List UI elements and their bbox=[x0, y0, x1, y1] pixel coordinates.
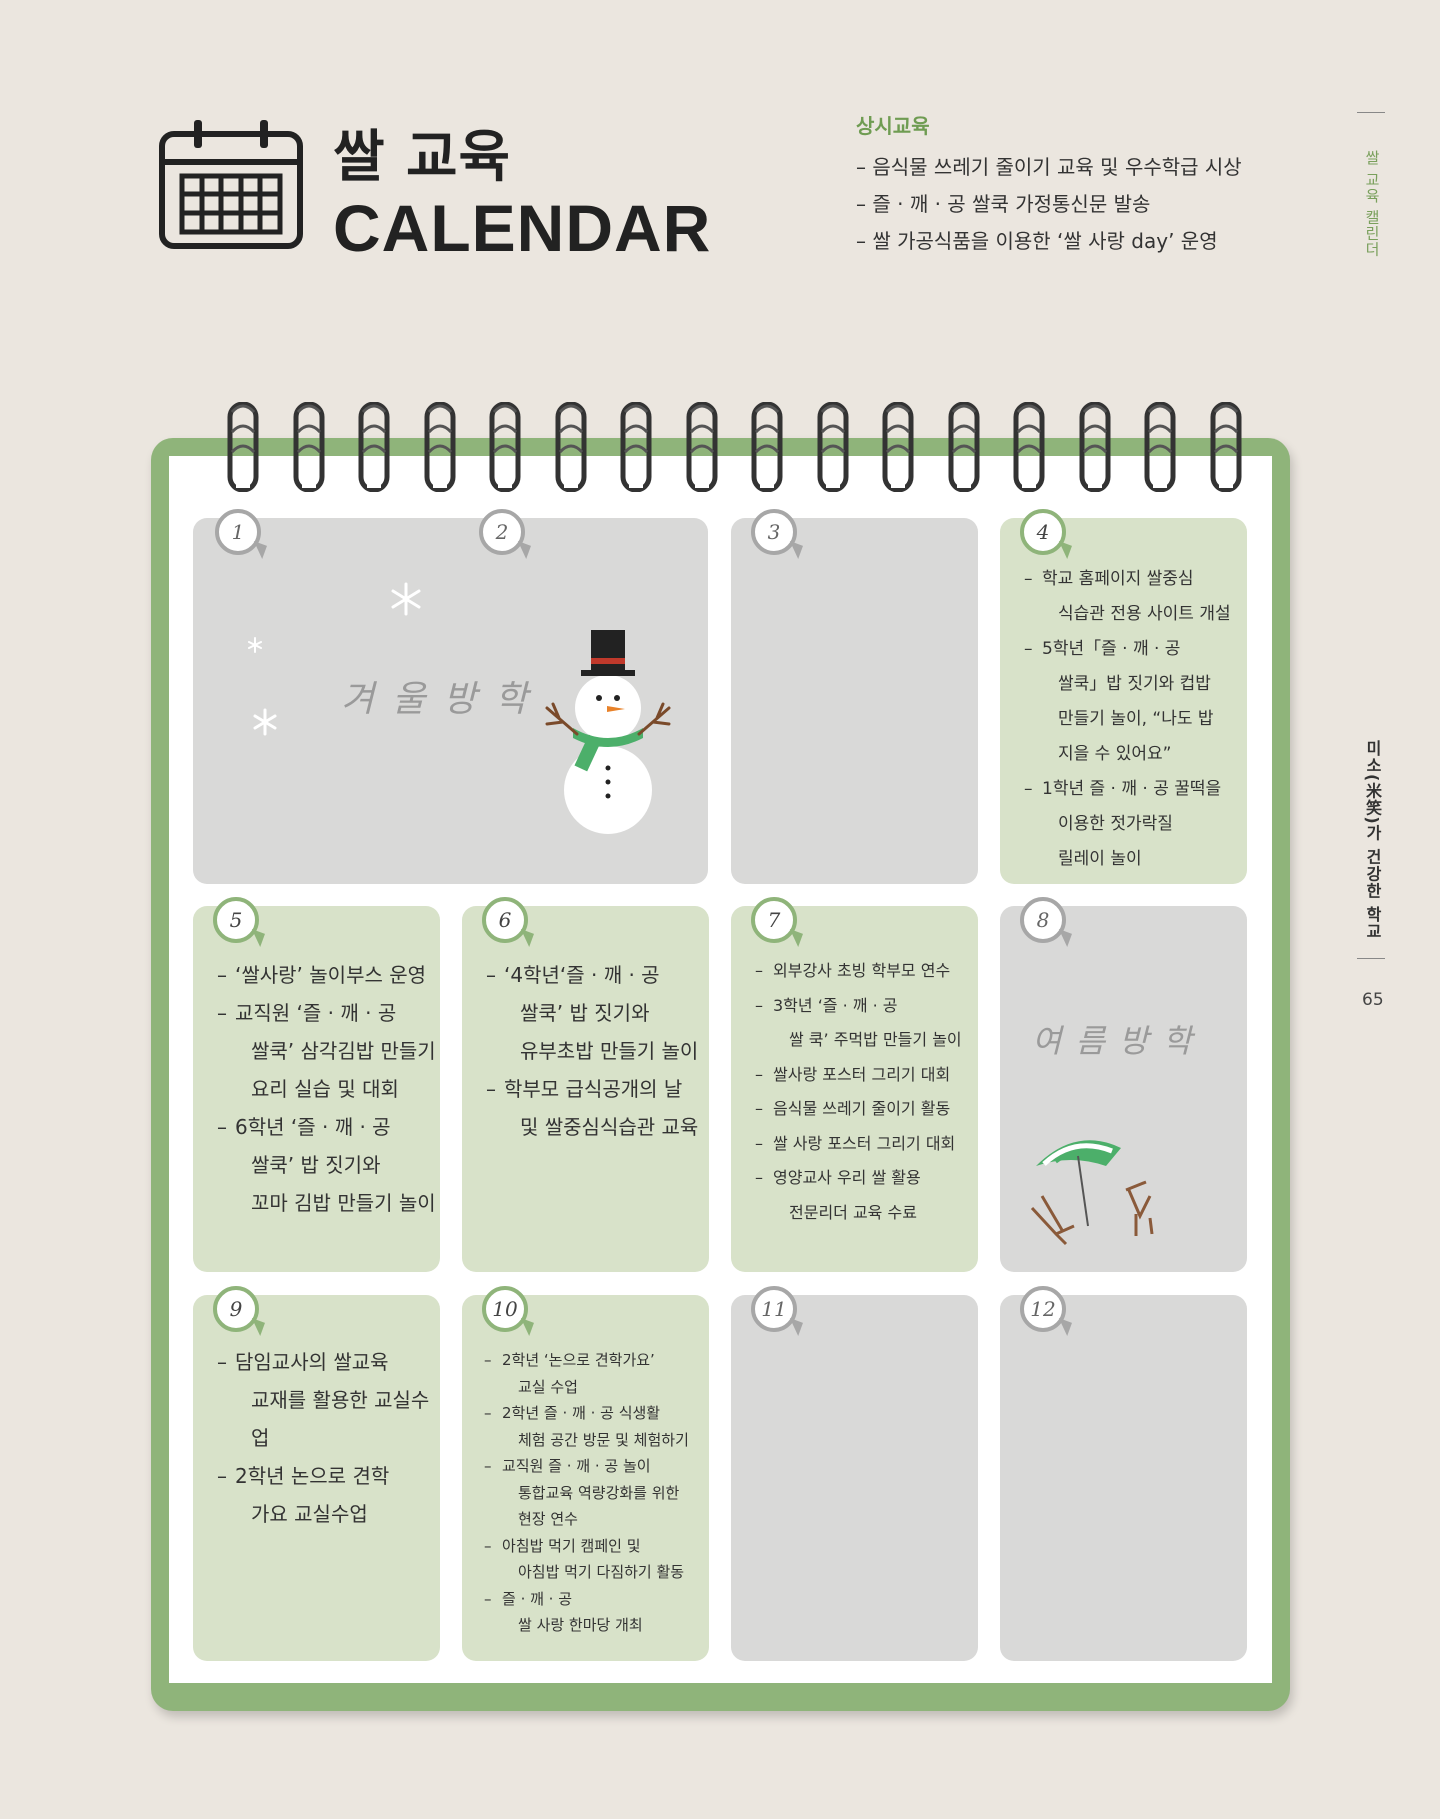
spiral-ring bbox=[1079, 402, 1110, 492]
month-cell-3: 3 bbox=[731, 509, 978, 884]
month-cell-10: 10 2학년 ‘논으로 견학가요’교실 수업 2학년 즐 · 깨 · 공 식생활… bbox=[462, 1286, 709, 1661]
list-item: 학교 홈페이지 쌀중심식습관 전용 사이트 개설 bbox=[1024, 562, 1231, 632]
list-item: 쌀사랑 포스터 그리기 대회 bbox=[755, 1058, 962, 1093]
month-5-items: ‘쌀사랑’ 놀이부스 운영 교직원 ‘즐 · 깨 · 공쌀쿡’ 삼각김밥 만들기… bbox=[217, 956, 436, 1222]
spiral-ring bbox=[882, 402, 914, 492]
beach-illustration bbox=[1030, 1140, 1154, 1246]
spiral-ring bbox=[1144, 402, 1176, 492]
month-cell-12: 12 bbox=[1000, 1286, 1247, 1661]
month-7-items: 외부강사 초빙 학부모 연수 3학년 ‘즐 · 깨 · 공쌀 쿡’ 주먹밥 만들… bbox=[755, 954, 962, 1230]
side-book-title: 미소(米笑)가 건강한 학교 bbox=[1363, 740, 1382, 940]
calendar-icon bbox=[159, 120, 303, 249]
side-divider bbox=[1357, 958, 1385, 959]
ongoing-title: 상시교육 bbox=[856, 114, 930, 138]
list-item: 2학년 ‘논으로 견학가요’교실 수업 bbox=[484, 1347, 689, 1400]
ongoing-item: – 음식물 쓰레기 줄이기 교육 및 우수학급 시상 bbox=[856, 155, 1242, 179]
list-item: 음식물 쓰레기 줄이기 활동 bbox=[755, 1092, 962, 1127]
list-item: 2학년 논으로 견학가요 교실수업 bbox=[217, 1457, 440, 1533]
winter-vacation-label: 겨울방학 bbox=[341, 679, 546, 720]
month-badge-3: 3 bbox=[751, 509, 797, 555]
side-section-label: 쌀 교육 캘린더 bbox=[1363, 150, 1381, 258]
spiral-ring bbox=[293, 402, 324, 492]
list-item: 쌀 사랑 포스터 그리기 대회 bbox=[755, 1127, 962, 1162]
month-4-items: 학교 홈페이지 쌀중심식습관 전용 사이트 개설 5학년「즐 · 깨 · 공쌀쿡… bbox=[1024, 562, 1231, 877]
month-badge-10: 10 bbox=[482, 1286, 528, 1332]
page-number: 65 bbox=[1362, 990, 1384, 1010]
page-title: 쌀 교육 bbox=[333, 125, 512, 190]
parasol-icon bbox=[1036, 1140, 1121, 1227]
ongoing-item: – 즐 · 깨 · 공 쌀쿡 가정통신문 발송 bbox=[856, 192, 1151, 216]
list-item: 학부모 급식공개의 날및 쌀중심식습관 교육 bbox=[486, 1070, 698, 1146]
list-item: 외부강사 초빙 학부모 연수 bbox=[755, 954, 962, 989]
spiral-ring bbox=[817, 402, 848, 492]
month-badge-5: 5 bbox=[213, 897, 259, 943]
summer-vacation-label: 여름방학 bbox=[1032, 1022, 1206, 1060]
spiral-ring bbox=[227, 402, 259, 492]
list-item: 3학년 ‘즐 · 깨 · 공쌀 쿡’ 주먹밥 만들기 놀이 bbox=[755, 989, 962, 1058]
month-10-items: 2학년 ‘논으로 견학가요’교실 수업 2학년 즐 · 깨 · 공 식생활체험 … bbox=[484, 1347, 689, 1639]
month-cell-4: 4 학교 홈페이지 쌀중심식습관 전용 사이트 개설 5학년「즐 · 깨 · 공… bbox=[1000, 509, 1247, 884]
summer-vacation-cell: 8 여름방학 bbox=[1000, 897, 1247, 1272]
month-cell-5: 5 ‘쌀사랑’ 놀이부스 운영 교직원 ‘즐 · 깨 · 공쌀쿡’ 삼각김밥 만… bbox=[193, 897, 440, 1272]
winter-illustration bbox=[248, 582, 671, 834]
list-item: ‘쌀사랑’ 놀이부스 운영 bbox=[217, 956, 436, 994]
spiral-ring bbox=[358, 402, 390, 492]
month-badge-2: 2 bbox=[479, 509, 525, 555]
chair-icon bbox=[1030, 1180, 1154, 1246]
month-cell-7: 7 외부강사 초빙 학부모 연수 3학년 ‘즐 · 깨 · 공쌀 쿡’ 주먹밥 … bbox=[731, 897, 978, 1272]
ongoing-education: 상시교육 – 음식물 쓰레기 줄이기 교육 및 우수학급 시상 – 즐 · 깨 … bbox=[856, 110, 1316, 260]
spiral-ring bbox=[620, 402, 652, 492]
month-badge-1: 1 bbox=[215, 509, 261, 555]
list-item: 즐 · 깨 · 공쌀 사랑 한마당 개최 bbox=[484, 1586, 689, 1639]
month-badge-4: 4 bbox=[1020, 509, 1066, 555]
spiral-ring bbox=[489, 402, 521, 492]
spiral-ring bbox=[1210, 402, 1241, 492]
month-badge-8: 8 bbox=[1020, 897, 1066, 943]
spiral-ring bbox=[1013, 402, 1045, 492]
month-badge-11: 11 bbox=[751, 1286, 797, 1332]
ongoing-item: – 쌀 가공식품을 이용한 ‘쌀 사랑 day’ 운영 bbox=[856, 229, 1218, 253]
month-badge-7: 7 bbox=[751, 897, 797, 943]
month-cell-11: 11 bbox=[731, 1286, 978, 1661]
spiral-ring bbox=[555, 402, 586, 492]
spiral-ring bbox=[751, 402, 783, 492]
page-subtitle: CALENDAR bbox=[333, 191, 712, 265]
month-badge-6: 6 bbox=[482, 897, 528, 943]
snowman-icon bbox=[545, 630, 671, 834]
month-badge-12: 12 bbox=[1020, 1286, 1066, 1332]
month-badge-9: 9 bbox=[213, 1286, 259, 1332]
snowflake-icon bbox=[391, 582, 421, 616]
winter-vacation-cell: 겨울방학 1 2 bbox=[193, 509, 708, 884]
spiral-ring bbox=[948, 402, 979, 492]
spiral-ring bbox=[424, 402, 455, 492]
side-divider bbox=[1357, 112, 1385, 113]
spiral-ring bbox=[686, 402, 717, 492]
